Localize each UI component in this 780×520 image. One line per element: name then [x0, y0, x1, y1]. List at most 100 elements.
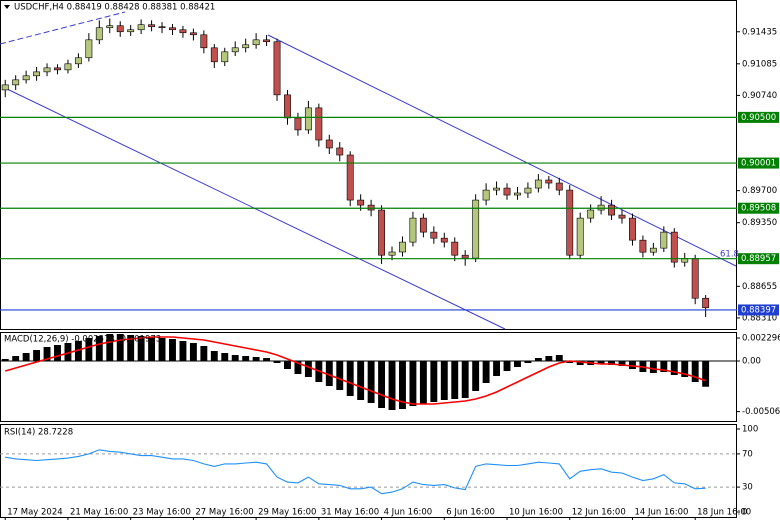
macd-bar	[493, 361, 501, 376]
y-tick-label: 0.91085	[742, 59, 777, 69]
candle-body	[54, 67, 61, 71]
y-tick-label: 70	[742, 449, 753, 459]
y-tick-label: 30	[742, 483, 753, 493]
x-tick-label: 21 May 16:00	[70, 508, 128, 518]
candle-body	[493, 187, 500, 191]
y-tick-label: 0.88310	[742, 313, 777, 323]
level-label-box	[738, 157, 779, 169]
candle-body	[367, 204, 375, 211]
macd-bar	[43, 347, 51, 361]
candle-body	[179, 29, 187, 34]
candle-body	[534, 179, 542, 189]
candle-body	[608, 204, 615, 216]
candle-body	[12, 79, 20, 86]
macd-bar	[419, 361, 427, 404]
candle-body	[346, 154, 354, 201]
macd-bar	[137, 336, 145, 361]
candle-body	[64, 63, 72, 71]
macd-bar	[629, 361, 636, 369]
candle-body	[210, 47, 218, 63]
macd-bar	[127, 335, 135, 361]
macd-bar	[12, 356, 20, 361]
candle-body	[357, 199, 365, 206]
macd-bar	[555, 355, 563, 361]
candle-body	[514, 192, 521, 196]
candle-body	[169, 27, 176, 31]
macd-bar	[670, 361, 678, 375]
candle-body	[555, 182, 563, 191]
y-tick-label: 0.00	[742, 357, 761, 367]
macd-bar	[1, 359, 9, 361]
x-tick-label: 12 Jun 16:00	[572, 508, 626, 518]
macd-bar	[179, 341, 187, 361]
macd-bar	[681, 361, 689, 377]
symbol-dropdown[interactable]	[4, 5, 10, 9]
macd-title: MACD(12,26,9) -0.002573 -0.001973	[4, 335, 161, 345]
candle-body	[252, 39, 260, 46]
candle-body	[106, 25, 114, 29]
macd-bar	[263, 358, 271, 361]
macd-bar	[472, 361, 480, 391]
candle-body	[315, 107, 323, 141]
macd-bar	[660, 361, 668, 372]
macd-bar	[231, 355, 239, 361]
candle-body	[22, 75, 30, 81]
macd-bar	[33, 350, 41, 361]
candle-body	[451, 241, 459, 256]
candle-body	[231, 47, 239, 53]
candle-body	[189, 32, 197, 36]
macd-bar	[534, 358, 542, 361]
candle-body	[482, 189, 490, 201]
trend-line	[267, 34, 737, 267]
candle-body	[221, 51, 229, 63]
macd-bar	[106, 334, 114, 361]
level-label-box	[738, 111, 779, 123]
y-tick-label: 0.89700	[742, 186, 777, 196]
level-label: 0.89508	[741, 204, 776, 214]
x-tick-label: 27 May 16:00	[195, 508, 253, 518]
macd-bar	[54, 345, 61, 361]
macd-bar	[284, 361, 291, 369]
macd-bar	[148, 337, 156, 361]
macd-bar	[325, 361, 333, 386]
macd-bar	[597, 361, 605, 364]
level-label: 0.90001	[741, 159, 776, 169]
candle-body	[545, 179, 553, 184]
candle-body	[127, 29, 135, 33]
macd-bar	[440, 361, 448, 400]
candle-body	[576, 217, 584, 256]
candle-body	[273, 41, 281, 96]
candle-body	[1, 84, 9, 91]
y-tick-label: 0.91435	[742, 27, 777, 37]
candle-body	[74, 57, 82, 65]
level-label-box	[738, 202, 779, 214]
level-label-box	[738, 253, 779, 265]
macd-bar	[545, 356, 553, 361]
macd-bar	[576, 361, 584, 365]
candle-body	[158, 26, 166, 29]
candle-body	[388, 251, 396, 256]
macd-panel	[0, 332, 737, 422]
macd-bar	[158, 338, 166, 361]
chart-title: USDCHF,H4 0.88419 0.88428 0.88381 0.8842…	[14, 3, 215, 13]
x-tick-label: 10 Jun 16:00	[509, 508, 563, 518]
candle-body	[461, 254, 469, 259]
macd-bar	[169, 339, 176, 361]
rsi-title: RSI(14) 28.7228	[4, 428, 73, 438]
macd-bar	[346, 361, 354, 396]
macd-bar	[388, 361, 396, 410]
candle-body	[440, 237, 448, 243]
macd-bar	[608, 361, 616, 365]
x-tick-label: 18 Jun 16:00	[697, 508, 751, 518]
macd-bar	[409, 361, 417, 406]
y-tick-label: 0.90740	[742, 91, 777, 101]
macd-bar	[273, 361, 281, 363]
macd-bar	[252, 357, 260, 361]
macd-bar	[200, 346, 208, 361]
candle-body	[670, 231, 678, 263]
candle-body	[649, 247, 657, 253]
level-label: 0.88957	[741, 254, 776, 264]
